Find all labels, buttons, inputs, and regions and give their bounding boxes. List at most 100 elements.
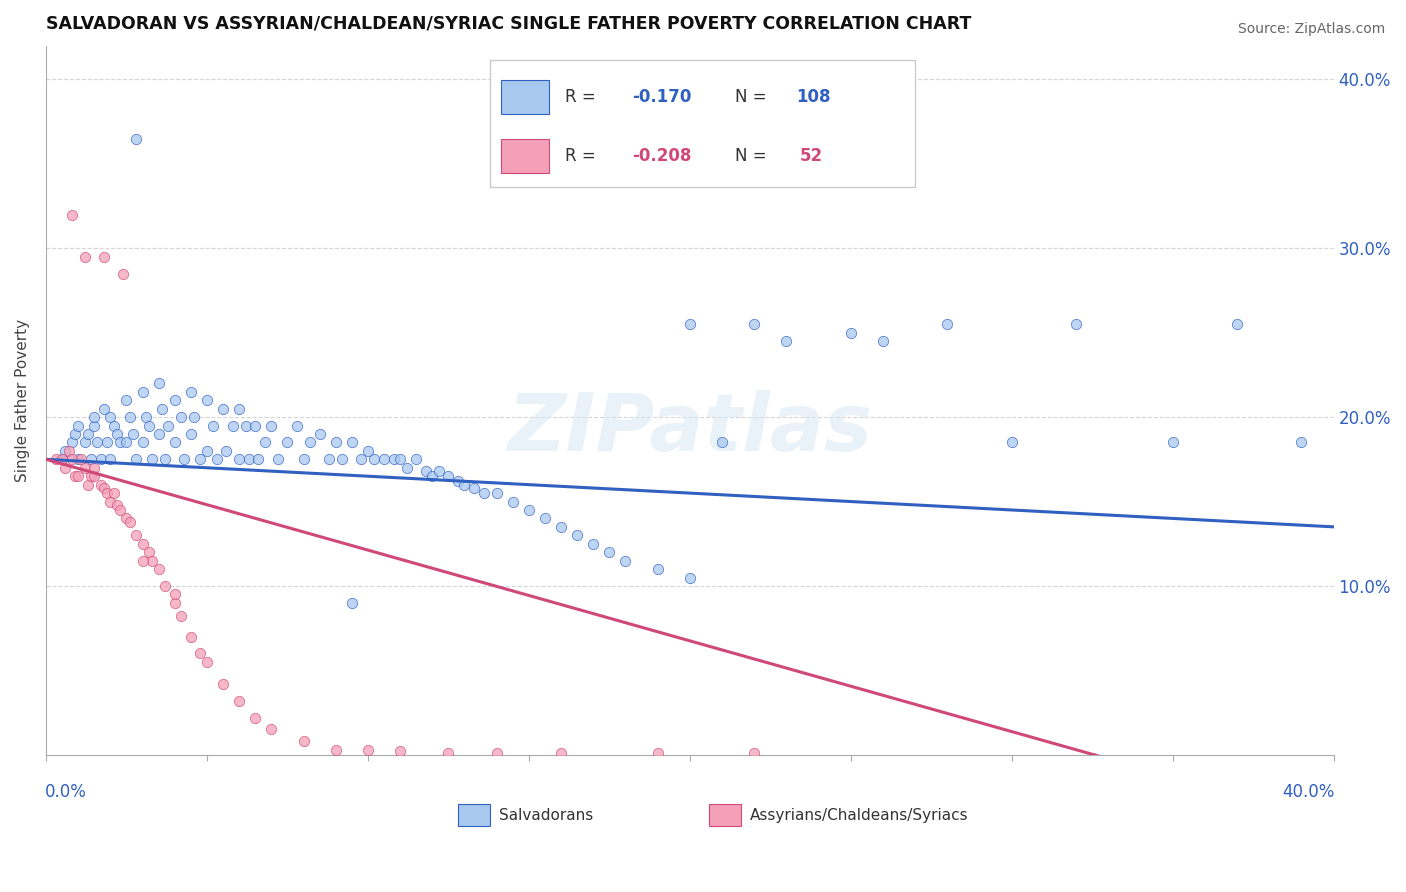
Point — [1161, 435, 1184, 450]
Point — [73, 460, 96, 475]
Point — [125, 528, 148, 542]
Point — [212, 677, 235, 691]
Point — [245, 711, 267, 725]
Point — [180, 384, 202, 399]
Point — [415, 464, 437, 478]
Bar — [501, 139, 550, 173]
Point — [60, 452, 83, 467]
Text: Salvadorans: Salvadorans — [499, 807, 593, 822]
Point — [135, 410, 157, 425]
Point — [330, 452, 353, 467]
Point — [93, 401, 115, 416]
Point — [775, 334, 797, 348]
Point — [73, 250, 96, 264]
Point — [170, 609, 193, 624]
Point — [260, 723, 283, 737]
Point — [112, 267, 135, 281]
Point — [325, 743, 347, 757]
Point — [67, 469, 90, 483]
Point — [212, 401, 235, 416]
Point — [437, 469, 460, 483]
Point — [711, 435, 734, 450]
Point — [357, 443, 380, 458]
Point — [141, 452, 163, 467]
Text: R =: R = — [565, 88, 600, 106]
Point — [163, 596, 186, 610]
Point — [93, 481, 115, 495]
Point — [534, 511, 557, 525]
Point — [103, 486, 125, 500]
Point — [105, 498, 128, 512]
Point — [221, 418, 243, 433]
Point — [90, 452, 112, 467]
Point — [122, 427, 145, 442]
Point — [647, 746, 669, 760]
Point — [363, 452, 385, 467]
Point — [131, 554, 153, 568]
Text: -0.170: -0.170 — [631, 88, 692, 106]
Point — [195, 443, 218, 458]
Point — [308, 427, 330, 442]
Point — [1064, 318, 1087, 332]
Point — [51, 452, 73, 467]
Point — [76, 477, 98, 491]
Point — [238, 452, 260, 467]
Point — [872, 334, 894, 348]
Point — [98, 494, 121, 508]
Text: 108: 108 — [797, 88, 831, 106]
Point — [80, 452, 103, 467]
Point — [148, 427, 170, 442]
Point — [565, 528, 588, 542]
Point — [170, 410, 193, 425]
Point — [276, 435, 298, 450]
Point — [260, 418, 283, 433]
Point — [108, 503, 131, 517]
Point — [153, 579, 176, 593]
Point — [118, 515, 141, 529]
Point — [267, 452, 290, 467]
Point — [395, 460, 418, 475]
Point — [148, 562, 170, 576]
Point — [420, 469, 443, 483]
Point — [389, 744, 412, 758]
Point — [742, 746, 765, 760]
Point — [163, 435, 186, 450]
Point — [76, 427, 98, 442]
Point — [405, 452, 427, 467]
Point — [228, 452, 250, 467]
Point — [60, 207, 83, 221]
Text: -0.208: -0.208 — [631, 146, 692, 165]
Y-axis label: Single Father Poverty: Single Father Poverty — [15, 318, 30, 482]
Text: SALVADORAN VS ASSYRIAN/CHALDEAN/SYRIAC SINGLE FATHER POVERTY CORRELATION CHART: SALVADORAN VS ASSYRIAN/CHALDEAN/SYRIAC S… — [46, 15, 972, 33]
Point — [472, 486, 495, 500]
Point — [389, 452, 412, 467]
Point — [98, 410, 121, 425]
Point — [1291, 435, 1313, 450]
Point — [679, 318, 702, 332]
Point — [108, 435, 131, 450]
Point — [325, 435, 347, 450]
Point — [340, 596, 363, 610]
Point — [53, 443, 76, 458]
Point — [357, 743, 380, 757]
Text: 52: 52 — [799, 146, 823, 165]
Point — [742, 318, 765, 332]
Text: N =: N = — [735, 88, 772, 106]
Point — [148, 376, 170, 391]
Point — [67, 418, 90, 433]
Point — [195, 393, 218, 408]
Point — [60, 435, 83, 450]
Point — [195, 655, 218, 669]
Point — [115, 435, 138, 450]
Point — [292, 452, 315, 467]
Point — [141, 554, 163, 568]
Point — [373, 452, 395, 467]
Point — [180, 630, 202, 644]
Point — [427, 464, 450, 478]
Point — [138, 545, 160, 559]
Text: Source: ZipAtlas.com: Source: ZipAtlas.com — [1237, 22, 1385, 37]
Point — [73, 435, 96, 450]
Point — [228, 694, 250, 708]
Point — [125, 131, 148, 145]
Point — [190, 452, 212, 467]
